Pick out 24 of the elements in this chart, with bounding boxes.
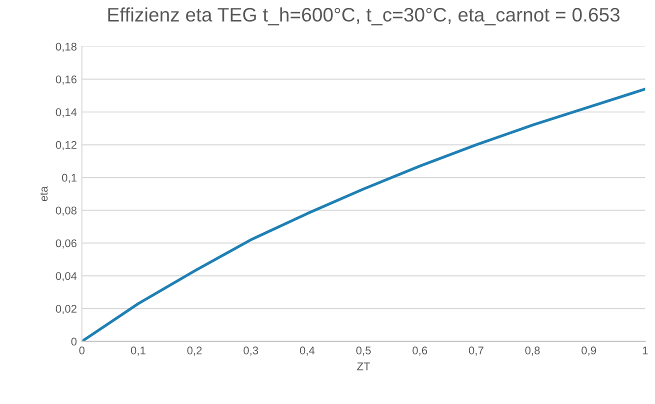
chart-title: Effizienz eta TEG t_h=600°C, t_c=30°C, eta_carnot = 0.653 xyxy=(108,7,620,26)
x-tick-label: 0,9 xyxy=(582,346,596,356)
y-tick-label: 0,08 xyxy=(56,206,77,216)
x-tick-label: 0,4 xyxy=(300,346,315,356)
x-tick-label: 0,7 xyxy=(468,346,484,356)
x-axis-title: ZT xyxy=(357,362,370,370)
x-tick-label: 0,6 xyxy=(412,346,428,356)
y-tick-label: 0,06 xyxy=(56,239,77,249)
y-tick-label: 0,12 xyxy=(56,141,76,150)
x-tick-label: 0,2 xyxy=(187,346,202,356)
y-axis-title: eta xyxy=(40,186,48,202)
y-tick-label: 0,18 xyxy=(56,42,77,52)
x-tick-label: 0,3 xyxy=(244,346,258,356)
y-tick-label: 0,14 xyxy=(56,108,77,118)
y-tick-label: 0,04 xyxy=(56,272,77,282)
x-tick-label: 0 xyxy=(79,346,85,354)
y-tick-label: 0,16 xyxy=(56,75,77,85)
x-tick-label: 0,1 xyxy=(130,346,146,356)
y-tick-label: 0 xyxy=(71,338,77,346)
x-tick-label: 0,5 xyxy=(356,346,371,356)
y-tick-label: 0,02 xyxy=(56,304,76,314)
x-tick-label: 0,8 xyxy=(525,346,540,356)
x-tick-label: 1 xyxy=(642,346,648,354)
y-tick-label: 0,1 xyxy=(62,174,76,183)
